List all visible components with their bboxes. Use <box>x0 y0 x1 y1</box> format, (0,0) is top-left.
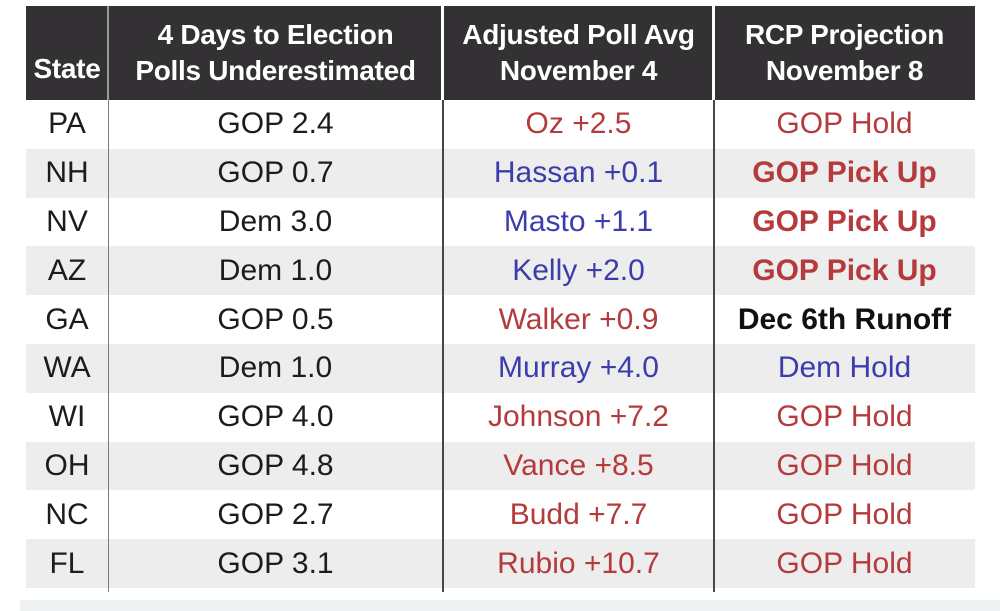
underestimate-cell: Dem 1.0 <box>218 253 333 287</box>
header-underestimated-line1: 4 Days to Election <box>157 19 394 50</box>
poll-avg-cell: Hassan +0.1 <box>493 156 664 190</box>
poll-avg-cell: Kelly +2.0 <box>512 253 645 287</box>
polls-table: State 4 Days to Election Polls Underesti… <box>26 6 975 592</box>
header-state-label: State <box>33 53 101 84</box>
header-projection: RCP Projection November 8 <box>714 6 975 100</box>
poll-avg-cell: Vance +8.5 <box>503 448 654 482</box>
projection-cell: GOP Hold <box>776 448 913 482</box>
table-row: AZ Dem 1.0 Kelly +2.0 GOP Pick Up <box>26 246 975 296</box>
header-projection-line2: November 8 <box>765 55 924 86</box>
table-row: NV Dem 3.0 Masto +1.1 GOP Pick Up <box>26 198 975 247</box>
underestimate-cell: Dem 3.0 <box>218 204 333 238</box>
header-underestimated: 4 Days to Election Polls Underestimated <box>108 6 443 100</box>
state-cell: AZ <box>47 253 87 287</box>
table-row: NC GOP 2.7 Budd +7.7 GOP Hold <box>26 490 975 539</box>
poll-avg-cell: Murray +4.0 <box>498 351 659 385</box>
projection-cell: Dem Hold <box>777 351 912 385</box>
underestimate-cell: GOP 0.7 <box>217 156 334 190</box>
table-row: NH GOP 0.7 Hassan +0.1 GOP Pick Up <box>26 148 975 198</box>
table-row: FL GOP 3.1 Rubio +10.7 GOP Hold <box>26 539 975 588</box>
table-row: GA GOP 0.5 Walker +0.9 Dec 6th Runoff <box>26 295 975 344</box>
underestimate-cell: GOP 2.7 <box>217 497 334 531</box>
state-cell: NV <box>46 204 88 238</box>
underestimate-cell: GOP 0.5 <box>217 302 334 336</box>
state-cell: WA <box>43 351 91 385</box>
poll-avg-cell: Rubio +10.7 <box>497 546 660 580</box>
underestimate-cell: Dem 1.0 <box>218 351 333 385</box>
underestimate-cell: GOP 3.1 <box>217 546 334 580</box>
table-row: OH GOP 4.8 Vance +8.5 GOP Hold <box>26 441 975 491</box>
projection-cell: GOP Pick Up <box>752 253 937 287</box>
header-underestimated-line2: Polls Underestimated <box>135 55 416 86</box>
projection-cell: GOP Hold <box>776 546 913 580</box>
state-cell: OH <box>44 448 90 482</box>
projection-cell: GOP Hold <box>776 107 913 141</box>
projection-cell: GOP Pick Up <box>752 204 937 238</box>
bottom-partial-row <box>20 600 1000 611</box>
table-header-row: State 4 Days to Election Polls Underesti… <box>26 6 975 100</box>
state-cell: NC <box>45 497 89 531</box>
header-poll-avg-line2: November 4 <box>499 55 658 86</box>
header-poll-avg: Adjusted Poll Avg November 4 <box>443 6 714 100</box>
underestimate-cell: GOP 4.8 <box>217 448 334 482</box>
header-poll-avg-line1: Adjusted Poll Avg <box>462 19 695 50</box>
poll-avg-cell: Budd +7.7 <box>509 497 648 531</box>
projection-cell: GOP Hold <box>776 400 913 434</box>
state-cell: FL <box>49 546 85 580</box>
projection-cell: GOP Hold <box>776 497 913 531</box>
table-row: PA GOP 2.4 Oz +2.5 GOP Hold <box>26 100 975 149</box>
table-body: PA GOP 2.4 Oz +2.5 GOP Hold NH GOP 0.7 H… <box>26 100 975 588</box>
projection-cell: Dec 6th Runoff <box>737 302 952 336</box>
projection-cell: GOP Pick Up <box>752 156 937 190</box>
header-projection-line1: RCP Projection <box>744 19 945 50</box>
underestimate-cell: GOP 4.0 <box>217 400 334 434</box>
poll-avg-cell: Masto +1.1 <box>503 204 654 238</box>
poll-avg-cell: Walker +0.9 <box>498 302 659 336</box>
state-cell: NH <box>45 156 89 190</box>
poll-avg-cell: Johnson +7.2 <box>488 400 669 434</box>
state-cell: WI <box>48 400 86 434</box>
table-row: WA Dem 1.0 Murray +4.0 Dem Hold <box>26 343 975 393</box>
table-row: WI GOP 4.0 Johnson +7.2 GOP Hold <box>26 393 975 442</box>
state-cell: GA <box>45 302 89 336</box>
header-state: State <box>26 6 108 100</box>
state-cell: PA <box>48 107 86 141</box>
poll-avg-cell: Oz +2.5 <box>525 107 632 141</box>
underestimate-cell: GOP 2.4 <box>217 107 334 141</box>
